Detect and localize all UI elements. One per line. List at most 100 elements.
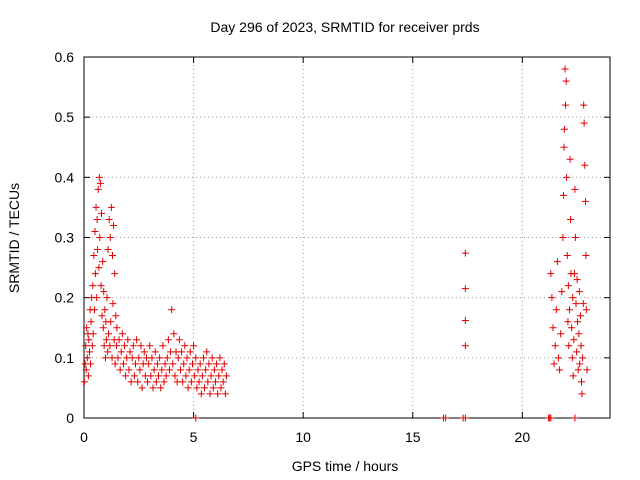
data-point — [111, 270, 119, 278]
data-point — [102, 336, 110, 344]
data-point — [125, 366, 133, 374]
data-point — [213, 360, 221, 368]
data-point — [568, 354, 576, 362]
y-tick-label: 0 — [66, 410, 74, 426]
data-point — [202, 366, 210, 374]
data-point — [553, 258, 561, 266]
data-point — [218, 366, 226, 374]
data-point — [188, 360, 196, 368]
data-point — [147, 372, 155, 380]
x-axis-label: GPS time / hours — [292, 458, 399, 474]
x-tick-label: 15 — [405, 429, 421, 445]
data-point — [571, 185, 579, 193]
data-point — [82, 342, 90, 350]
data-point — [570, 336, 578, 344]
data-point — [165, 366, 173, 374]
data-point — [91, 227, 99, 235]
data-point — [193, 384, 201, 392]
data-point — [129, 342, 137, 350]
data-point — [549, 324, 557, 332]
data-point — [159, 342, 167, 350]
x-tick-label: 10 — [295, 429, 311, 445]
data-point — [197, 390, 205, 398]
data-point — [155, 372, 163, 380]
data-point — [119, 360, 127, 368]
data-point — [552, 306, 560, 314]
data-point — [569, 294, 577, 302]
data-point — [175, 336, 183, 344]
y-tick-label: 0.4 — [55, 169, 75, 185]
data-point — [580, 119, 588, 127]
y-tick-label: 0.2 — [55, 290, 75, 306]
data-point — [117, 348, 125, 356]
data-point — [89, 282, 97, 290]
data-point — [107, 318, 115, 326]
data-point — [105, 215, 113, 223]
data-point — [572, 300, 580, 308]
data-point — [146, 342, 154, 350]
data-point — [85, 348, 93, 356]
data-point — [581, 161, 589, 169]
data-point — [551, 342, 559, 350]
data-point — [90, 252, 98, 260]
data-point — [99, 324, 107, 332]
data-point — [574, 366, 582, 374]
data-point — [556, 366, 564, 374]
data-point — [578, 390, 586, 398]
data-point — [208, 354, 216, 362]
y-tick-label: 0.5 — [55, 109, 75, 125]
data-point — [180, 360, 188, 368]
data-point — [199, 354, 207, 362]
data-point — [137, 342, 145, 350]
data-point — [568, 324, 576, 332]
chart-title: Day 296 of 2023, SRMTID for receiver prd… — [210, 19, 479, 35]
data-point — [571, 414, 579, 422]
data-point — [113, 324, 121, 332]
data-point — [96, 234, 104, 241]
data-point — [198, 372, 206, 380]
data-point — [156, 354, 164, 362]
data-point — [563, 173, 571, 181]
data-point — [547, 414, 555, 422]
data-point — [567, 215, 575, 223]
data-point — [84, 372, 92, 380]
data-point — [138, 384, 146, 392]
data-point — [559, 234, 567, 241]
data-point — [580, 101, 588, 109]
data-point — [206, 390, 214, 398]
data-point — [579, 354, 587, 362]
data-point — [163, 354, 171, 362]
data-point — [97, 282, 105, 290]
data-point — [185, 366, 193, 374]
data-point — [442, 414, 450, 422]
data-point — [93, 294, 101, 302]
data-point — [83, 324, 91, 332]
data-point — [94, 185, 102, 193]
data-point — [100, 288, 108, 296]
data-point — [140, 348, 148, 356]
data-point — [577, 342, 585, 350]
data-point — [219, 378, 227, 386]
data-point — [575, 288, 583, 296]
data-point — [114, 354, 122, 362]
data-point — [573, 276, 581, 284]
data-point — [576, 312, 584, 320]
data-point — [583, 366, 591, 374]
data-point — [116, 366, 124, 374]
data-point — [151, 348, 159, 356]
data-point — [115, 336, 123, 344]
data-point — [104, 348, 112, 356]
data-point — [461, 342, 469, 350]
data-point — [178, 348, 186, 356]
data-point — [574, 318, 582, 326]
data-point — [98, 209, 106, 217]
data-point — [160, 378, 168, 386]
data-point — [106, 234, 114, 241]
data-point — [103, 294, 111, 302]
data-point — [122, 372, 130, 380]
data-point — [118, 330, 126, 338]
data-point — [194, 366, 202, 374]
data-point — [83, 354, 91, 362]
data-point — [554, 354, 562, 362]
data-point — [562, 101, 570, 109]
